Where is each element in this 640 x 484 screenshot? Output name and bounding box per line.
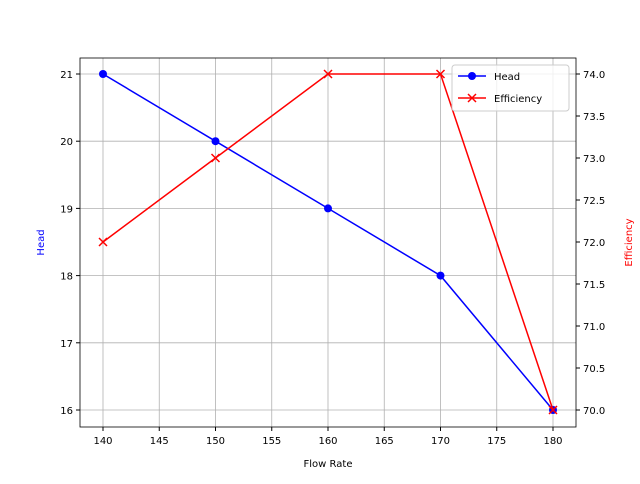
x-tick-label: 155 [262, 436, 281, 447]
x-tick-label: 175 [487, 436, 506, 447]
x-tick-label: 145 [150, 436, 169, 447]
y-right-tick-label: 73.0 [583, 154, 605, 165]
legend-label: Efficiency [494, 94, 542, 105]
y-right-tick-label: 72.5 [583, 196, 605, 207]
y-left-tick-label: 20 [60, 137, 73, 148]
y-right-tick-label: 70.5 [583, 364, 605, 375]
y-left-tick-label: 21 [60, 70, 73, 81]
y-left-tick-label: 17 [60, 339, 73, 350]
y-right-tick-label: 71.0 [583, 322, 605, 333]
y-left-tick-label: 19 [60, 204, 73, 215]
x-tick-label: 140 [93, 436, 112, 447]
x-tick-label: 180 [543, 436, 562, 447]
y-right-tick-label: 72.0 [583, 238, 605, 249]
x-tick-label: 160 [318, 436, 337, 447]
y-right-axis-label: Efficiency [624, 218, 635, 266]
x-tick-label: 150 [206, 436, 225, 447]
x-tick-label: 165 [375, 436, 394, 447]
y-left-tick-label: 18 [60, 272, 73, 283]
y-left-tick-label: 16 [60, 406, 73, 417]
y-left-axis-label: Head [36, 229, 47, 255]
x-tick-label: 170 [431, 436, 450, 447]
y-right-tick-label: 70.0 [583, 406, 605, 417]
y-right-tick-label: 74.0 [583, 70, 605, 81]
y-right-tick-label: 71.5 [583, 280, 605, 291]
y-right-tick-label: 73.5 [583, 112, 605, 123]
legend-label: Head [494, 72, 520, 83]
x-axis-label: Flow Rate [304, 459, 353, 470]
